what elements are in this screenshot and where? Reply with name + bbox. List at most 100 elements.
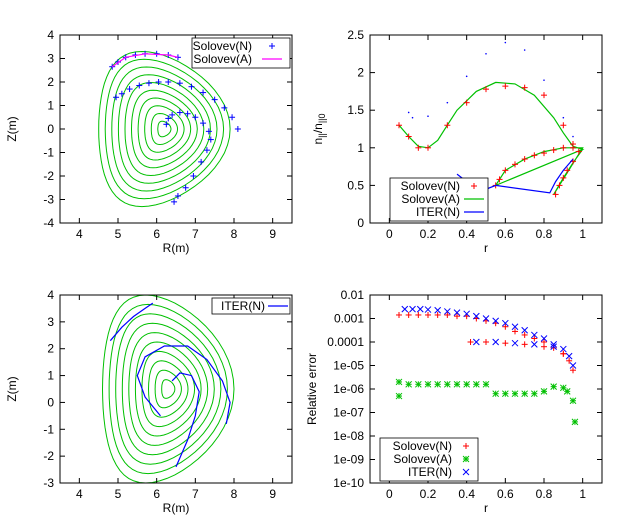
- data-point: [550, 340, 558, 348]
- x-axis-label: r: [484, 241, 488, 255]
- x-tick-label: 0.6: [497, 487, 514, 501]
- y-tick-label: -2: [43, 169, 54, 183]
- chart-bottom-right: 0 0.2 0.4 0.6 0.8 1 1e-10 1e-09 1e-08 1e-07 1e-06 1…: [305, 288, 603, 515]
- data-point: [521, 390, 529, 398]
- data-point: [190, 173, 197, 179]
- y-tick-label: 1.5: [347, 103, 364, 117]
- y-tick-label: 0: [357, 216, 364, 230]
- data-point: [482, 315, 490, 322]
- data-point: [453, 309, 461, 316]
- legend: Solovev(N) Solovev(A) ITER(N): [379, 437, 479, 482]
- data-point: [502, 167, 509, 174]
- flux-surface-line: [115, 313, 222, 465]
- x-tick-label: 7: [192, 487, 199, 501]
- data-point: [434, 306, 442, 314]
- legend-label-solovev-a: Solovev(A): [401, 192, 460, 206]
- legend-label-iter-n: ITER(N): [416, 205, 460, 219]
- data-point: [165, 115, 172, 122]
- flux-surface-line: [137, 97, 192, 161]
- x-tick-label: 0.2: [420, 227, 437, 241]
- data-point: [482, 380, 490, 388]
- legend: Solovev(N) Solovev(A) ITER(N): [389, 177, 489, 222]
- x-tick-label: 0: [386, 227, 393, 241]
- data-point: [502, 323, 509, 330]
- data-point: [550, 344, 557, 351]
- legend-box: [379, 437, 479, 482]
- flux-surfaces: [101, 295, 235, 483]
- flux-surface-line: [124, 81, 205, 177]
- x-tick-label: 1: [579, 487, 586, 501]
- data-point: [560, 350, 567, 357]
- data-point: [467, 339, 474, 345]
- data-point: [483, 339, 489, 345]
- data-point: [192, 114, 199, 121]
- data-point: [550, 147, 557, 154]
- data-point: [530, 340, 538, 348]
- data-layer: [395, 305, 579, 426]
- legend-sample: [462, 455, 470, 463]
- data-point: [416, 305, 424, 313]
- data-point: [200, 89, 207, 96]
- data-point: [540, 335, 548, 342]
- series-line: [171, 372, 200, 468]
- data-point: [492, 338, 500, 346]
- data-point: [176, 80, 183, 87]
- data-point: [552, 191, 559, 198]
- y-axis-label: n||/n||0: [311, 113, 327, 144]
- x-tick-label: 8: [231, 227, 238, 241]
- data-point: [504, 41, 507, 44]
- legend: ITER(N): [211, 297, 291, 315]
- y-tick-label: -1: [43, 146, 54, 160]
- data-point: [113, 94, 120, 101]
- series-line: [111, 53, 179, 68]
- legend-sample: [471, 183, 477, 189]
- y-tick-label: -1: [43, 422, 54, 436]
- legend-box: [191, 37, 291, 69]
- data-point: [463, 380, 471, 388]
- x-tick-label: 6: [153, 487, 160, 501]
- data-point: [136, 82, 143, 89]
- y-tick-label: -3: [43, 193, 54, 207]
- data-point: [118, 90, 125, 97]
- y-tick-label: 0.0001: [327, 335, 364, 349]
- data-point: [443, 380, 451, 388]
- y-tick-label: 0: [47, 395, 54, 409]
- data-point: [569, 397, 577, 405]
- data-point: [492, 390, 500, 398]
- data-point: [211, 96, 218, 103]
- y-axis-label: Z(m): [5, 116, 19, 141]
- y-tick-label: 1: [47, 369, 54, 383]
- data-point: [556, 182, 563, 189]
- data-point: [572, 135, 574, 138]
- flux-surface-line: [121, 322, 215, 456]
- data-point: [203, 147, 210, 154]
- data-point: [566, 357, 573, 364]
- legend-label-solovev-n: Solovev(N): [393, 439, 452, 453]
- data-point: [425, 144, 431, 151]
- y-tick-label: 0.01: [341, 288, 365, 302]
- data-point: [560, 122, 567, 129]
- data-point: [560, 174, 567, 181]
- x-tick-label: 5: [115, 227, 122, 241]
- data-point: [521, 341, 528, 348]
- data-point: [502, 340, 509, 347]
- x-tick-label: 9: [269, 487, 276, 501]
- data-point: [424, 306, 432, 313]
- x-tick-label: 0.8: [536, 227, 553, 241]
- data-point: [496, 176, 503, 183]
- data-point: [163, 121, 170, 128]
- data-point: [463, 310, 471, 318]
- y-tick-label: 3: [47, 52, 54, 66]
- y-tick-label: 1e-05: [333, 359, 364, 373]
- data-point: [174, 192, 181, 199]
- data-point: [434, 380, 442, 388]
- data-point: [530, 331, 538, 339]
- plot-frame: [59, 294, 293, 484]
- series-line: [398, 81, 585, 195]
- data-point: [453, 380, 461, 388]
- flux-surfaces: [98, 50, 231, 208]
- flux-surface-line: [108, 303, 228, 475]
- y-tick-label: 4: [47, 288, 54, 302]
- flux-surface-line: [104, 58, 225, 200]
- flux-surface-line: [130, 89, 198, 169]
